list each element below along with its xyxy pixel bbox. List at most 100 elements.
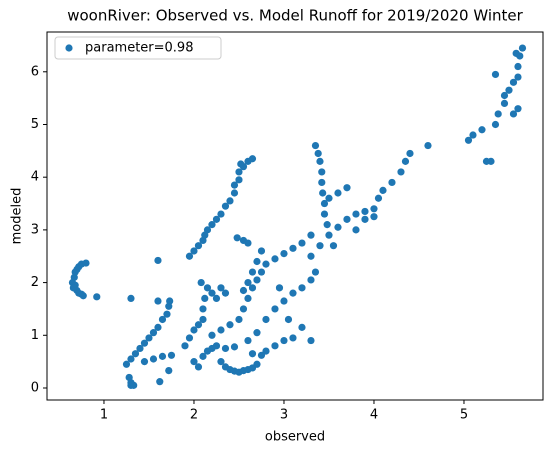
point	[325, 231, 333, 239]
point	[226, 197, 234, 205]
point	[262, 315, 270, 324]
point	[199, 305, 207, 313]
point	[329, 242, 338, 250]
point	[325, 194, 333, 202]
point	[253, 329, 261, 337]
point	[122, 360, 131, 368]
point	[469, 131, 477, 139]
point	[512, 49, 520, 57]
point	[248, 284, 257, 292]
point	[217, 358, 225, 366]
point	[127, 355, 135, 363]
point	[149, 355, 158, 363]
point	[208, 289, 216, 297]
point	[158, 352, 167, 360]
point	[127, 294, 135, 302]
x-tick-label: 3	[280, 408, 288, 423]
point	[518, 44, 527, 52]
point	[352, 210, 360, 218]
point	[320, 199, 329, 208]
point	[239, 305, 248, 313]
y-tick-label: 1	[31, 328, 39, 343]
point	[370, 213, 378, 221]
plot-frame	[46, 31, 544, 401]
point	[491, 120, 500, 129]
point	[248, 155, 257, 163]
point	[208, 331, 216, 339]
point	[154, 323, 162, 331]
point	[208, 221, 216, 229]
point	[487, 157, 495, 165]
point	[185, 334, 194, 342]
point	[136, 344, 144, 353]
point	[509, 110, 518, 118]
point	[318, 168, 326, 176]
point	[275, 284, 284, 292]
point	[248, 268, 257, 276]
y-tick-label: 3	[31, 222, 39, 237]
point	[230, 189, 239, 197]
point	[514, 73, 522, 81]
point	[262, 347, 270, 355]
point	[203, 226, 212, 234]
point	[307, 252, 315, 260]
point	[125, 373, 133, 382]
point	[298, 239, 306, 247]
point	[379, 186, 387, 194]
y-tick-label: 0	[31, 380, 39, 395]
y-tick-label: 6	[31, 64, 39, 79]
point	[233, 234, 241, 242]
point	[185, 252, 194, 260]
x-axis-label: observed	[265, 430, 325, 445]
point	[500, 91, 509, 100]
point	[289, 244, 297, 252]
point	[307, 336, 315, 345]
point	[478, 126, 486, 134]
point	[181, 342, 189, 350]
point	[154, 256, 162, 265]
point	[334, 223, 342, 231]
point	[199, 315, 207, 324]
point	[165, 366, 173, 375]
point	[79, 292, 87, 300]
y-tick-label: 5	[31, 117, 39, 132]
point	[406, 149, 414, 158]
point	[311, 141, 320, 150]
y-tick-label: 2	[31, 275, 39, 290]
point	[190, 326, 198, 334]
point	[319, 189, 327, 197]
point	[253, 276, 261, 284]
point	[289, 334, 297, 342]
legend-marker	[65, 44, 73, 52]
point	[230, 343, 239, 351]
point	[271, 342, 279, 350]
point	[253, 257, 261, 266]
x-tick-label: 2	[190, 408, 198, 423]
point	[424, 141, 432, 150]
point	[244, 239, 252, 247]
point	[316, 242, 324, 250]
point	[167, 351, 176, 359]
point	[212, 294, 221, 302]
point	[280, 336, 288, 345]
point	[244, 278, 252, 287]
point	[307, 276, 315, 284]
point	[323, 221, 331, 229]
point	[221, 344, 230, 353]
point	[201, 294, 209, 302]
point	[93, 293, 101, 301]
y-axis-label: modeled	[10, 188, 25, 245]
point	[140, 339, 149, 347]
point	[284, 315, 293, 324]
point	[130, 381, 138, 389]
point	[69, 284, 77, 292]
point	[401, 157, 410, 165]
point	[217, 284, 225, 292]
point	[311, 268, 320, 276]
chart-title: woonRiver: Observed vs. Model Runoff for…	[67, 7, 523, 25]
point	[166, 297, 174, 305]
point	[221, 289, 230, 297]
point	[226, 321, 234, 329]
point	[257, 351, 266, 359]
